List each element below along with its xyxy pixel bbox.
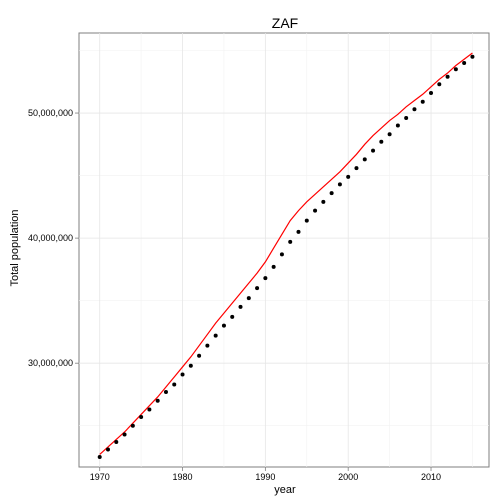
data-point — [230, 314, 235, 319]
data-point — [329, 191, 334, 196]
data-point — [221, 323, 226, 328]
data-point — [445, 74, 450, 79]
data-point — [313, 208, 318, 213]
data-points-series — [97, 54, 475, 459]
data-point — [155, 398, 160, 403]
data-point — [304, 218, 309, 223]
data-point — [188, 363, 193, 368]
data-point — [172, 382, 177, 387]
y-tick-label: 50,000,000 — [28, 108, 73, 118]
chart-title: ZAF — [272, 15, 298, 31]
data-point — [453, 67, 458, 72]
data-point — [147, 407, 152, 412]
data-point — [139, 414, 144, 419]
x-tick-label: 1990 — [255, 472, 275, 482]
data-point — [163, 389, 168, 394]
data-point — [379, 139, 384, 144]
y-tick-label: 30,000,000 — [28, 358, 73, 368]
data-point — [354, 166, 359, 171]
x-axis-title: year — [274, 484, 296, 496]
data-point — [412, 107, 417, 112]
x-axis: 1970 1980 1990 2000 2010 — [90, 467, 441, 482]
data-point — [205, 343, 210, 348]
x-tick-label: 1970 — [90, 472, 110, 482]
data-point — [321, 199, 326, 204]
y-tick-label: 40,000,000 — [28, 233, 73, 243]
data-point — [255, 286, 260, 291]
data-point — [362, 157, 367, 162]
data-point — [197, 353, 202, 358]
data-point — [130, 423, 135, 428]
data-point — [420, 99, 425, 104]
data-point — [246, 296, 251, 301]
y-axis-title: Total population — [9, 209, 21, 286]
data-point — [271, 264, 276, 269]
data-point — [337, 182, 342, 187]
data-point — [122, 432, 127, 437]
plot-panel — [78, 32, 490, 468]
data-point — [437, 82, 442, 87]
data-point — [296, 229, 301, 234]
x-tick-label: 1980 — [173, 472, 193, 482]
data-point — [97, 454, 102, 459]
data-point — [395, 123, 400, 128]
data-point — [288, 239, 293, 244]
y-axis: 30,000,000 40,000,000 50,000,000 — [28, 108, 79, 368]
data-point — [213, 333, 218, 338]
data-point — [105, 447, 110, 452]
data-point — [429, 91, 434, 96]
data-point — [114, 439, 119, 444]
x-tick-label: 2010 — [421, 472, 441, 482]
data-point — [462, 61, 467, 66]
fitted-line-series — [99, 52, 473, 455]
data-point — [180, 372, 185, 377]
data-point — [404, 116, 409, 121]
data-point — [371, 148, 376, 153]
x-tick-label: 2000 — [338, 472, 358, 482]
data-point — [470, 54, 475, 59]
data-point — [279, 252, 284, 257]
grid-major — [79, 33, 489, 467]
data-point — [238, 304, 243, 309]
data-point — [263, 276, 268, 281]
data-point — [387, 132, 392, 137]
data-point — [346, 174, 351, 179]
grid-minor — [79, 33, 489, 467]
fitted-line — [99, 52, 473, 455]
